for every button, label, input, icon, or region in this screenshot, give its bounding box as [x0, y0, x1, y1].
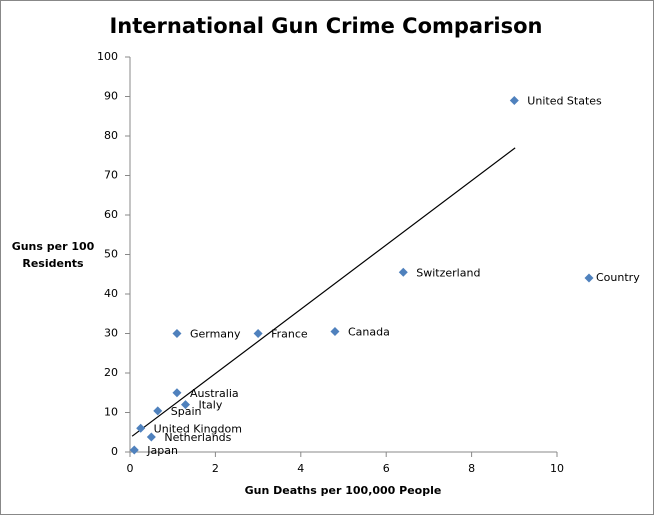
point-label: Japan — [146, 444, 178, 457]
legend-marker — [584, 273, 594, 283]
point-label: France — [271, 328, 308, 341]
point-label: Australia — [190, 387, 239, 400]
point — [398, 267, 408, 277]
point — [129, 445, 139, 455]
y-tick-label: 0 — [111, 445, 118, 458]
x-tick-label: 8 — [468, 462, 475, 475]
point — [172, 329, 182, 338]
chart-title: International Gun Crime Comparison — [109, 14, 542, 38]
point-label: Spain — [171, 405, 202, 418]
y-tick-label: 20 — [104, 366, 118, 379]
x-tick-label: 0 — [127, 462, 134, 475]
point — [136, 423, 146, 433]
point-label: Canada — [348, 326, 390, 339]
y-tick-label: 100 — [97, 50, 118, 63]
x-tick-label: 2 — [212, 462, 219, 475]
point-label: Switzerland — [416, 266, 480, 279]
point — [330, 327, 340, 337]
point — [146, 432, 156, 442]
x-tick-label: 4 — [297, 462, 304, 475]
x-tick-label: 10 — [550, 462, 564, 475]
y-tick-label: 30 — [104, 327, 118, 340]
point-label: United States — [527, 94, 602, 107]
point-label: Netherlands — [164, 431, 231, 444]
point — [172, 388, 182, 398]
x-tick-label: 6 — [383, 462, 390, 475]
y-tick-label: 50 — [104, 248, 118, 261]
point — [153, 406, 163, 416]
point-label: Italy — [199, 399, 223, 412]
point — [509, 95, 519, 105]
point-label: United Kingdom — [154, 422, 242, 435]
y-tick-label: 70 — [104, 169, 118, 182]
point — [253, 329, 263, 338]
trendline — [131, 147, 516, 437]
y-tick-label: 40 — [104, 287, 118, 300]
point-label: Germany — [190, 328, 241, 341]
y-tick-label: 10 — [104, 406, 118, 419]
x-axis-title: Gun Deaths per 100,000 People — [245, 484, 442, 497]
y-tick-label: 90 — [104, 90, 118, 103]
y-tick-label: 60 — [104, 208, 118, 221]
y-axis-title: Guns per 100 Residents — [11, 240, 95, 270]
legend-label: Country — [596, 271, 640, 284]
y-tick-label: 80 — [104, 129, 118, 142]
point — [181, 400, 191, 410]
